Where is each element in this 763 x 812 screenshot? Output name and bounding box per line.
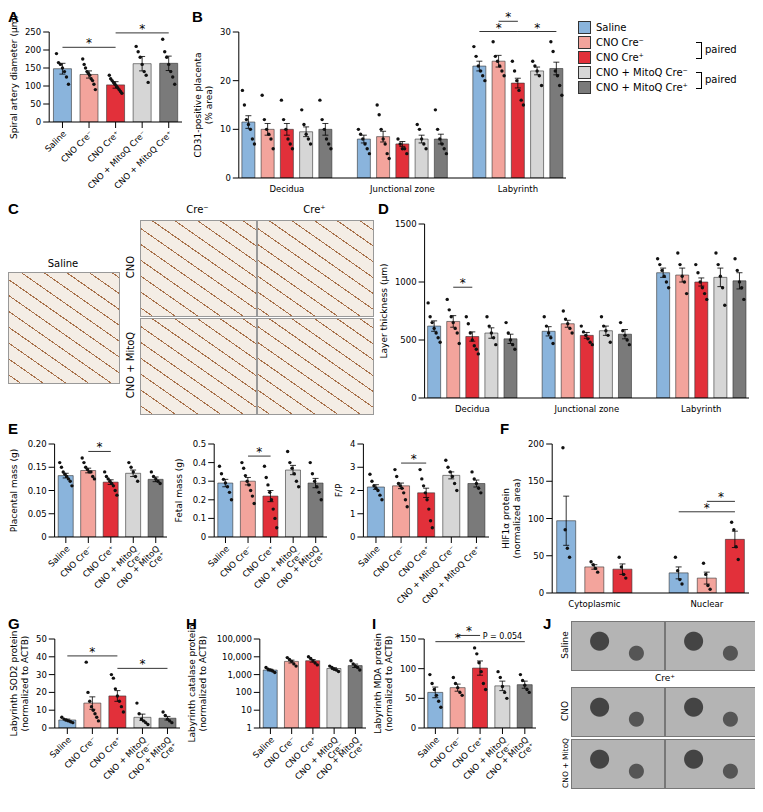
svg-text:CNO + MitoQCre⁺: CNO + MitoQCre⁺ [314, 734, 367, 787]
svg-text:*: * [704, 501, 710, 515]
svg-text:*: * [139, 22, 145, 36]
svg-text:0: 0 [411, 723, 416, 733]
svg-text:10: 10 [36, 705, 47, 715]
svg-text:1500: 1500 [395, 219, 417, 229]
svg-text:150: 150 [25, 63, 41, 73]
svg-text:*: * [466, 624, 472, 638]
svg-text:Fetal mass (g): Fetal mass (g) [174, 459, 184, 523]
svg-text:CD31-positive placenta(% area): CD31-positive placenta(% area) [193, 52, 214, 157]
svg-text:1: 1 [246, 723, 251, 733]
svg-text:0.3: 0.3 [193, 476, 207, 486]
svg-text:*: * [534, 21, 540, 35]
svg-text:*: * [89, 645, 95, 659]
svg-text:0: 0 [41, 723, 46, 733]
svg-text:0.4: 0.4 [193, 458, 207, 468]
svg-text:20: 20 [220, 76, 231, 86]
svg-text:40: 40 [36, 652, 47, 662]
svg-text:*: * [256, 445, 262, 459]
svg-text:0: 0 [539, 588, 544, 598]
svg-text:250: 250 [25, 27, 41, 37]
svg-text:0.2: 0.2 [193, 495, 207, 505]
svg-text:0.1: 0.1 [193, 513, 207, 523]
svg-text:0: 0 [41, 532, 46, 542]
svg-text:*: * [139, 657, 145, 671]
svg-text:0: 0 [350, 532, 355, 542]
svg-text:50: 50 [30, 99, 41, 109]
svg-text:CNO + MitoQ Cre⁺: CNO + MitoQ Cre⁺ [112, 129, 174, 191]
svg-text:10: 10 [220, 124, 231, 134]
svg-text:*: * [505, 10, 511, 24]
svg-text:50: 50 [533, 551, 544, 561]
svg-text:Junctional zone: Junctional zone [369, 184, 435, 194]
svg-text:Labyrinth MDA protein(normaliz: Labyrinth MDA protein(normalized to ACTB… [373, 633, 394, 734]
svg-text:30: 30 [36, 670, 47, 680]
svg-text:HIF1α protein(normalized area): HIF1α protein(normalized area) [501, 479, 522, 559]
svg-text:Placental mass (g): Placental mass (g) [9, 449, 19, 532]
svg-text:100: 100 [236, 687, 252, 697]
svg-text:1000: 1000 [395, 277, 417, 287]
svg-text:0: 0 [36, 117, 41, 127]
svg-text:30: 30 [220, 27, 231, 37]
svg-text:150: 150 [528, 476, 544, 486]
svg-text:CNO + MitoQCre⁺: CNO + MitoQCre⁺ [484, 734, 537, 787]
svg-text:F/P: F/P [334, 483, 344, 497]
svg-text:200: 200 [25, 45, 41, 55]
svg-text:0.05: 0.05 [28, 509, 47, 519]
svg-text:Nuclear: Nuclear [690, 599, 723, 609]
svg-text:*: * [411, 452, 417, 466]
svg-text:P = 0.054: P = 0.054 [483, 632, 523, 641]
svg-text:50: 50 [36, 634, 47, 644]
svg-text:Spiral artery diameter (µm): Spiral artery diameter (µm) [9, 15, 19, 139]
svg-text:0: 0 [225, 173, 230, 183]
svg-text:0.15: 0.15 [28, 462, 47, 472]
svg-text:Decidua: Decidua [455, 404, 490, 414]
svg-text:100,000: 100,000 [217, 634, 252, 644]
svg-text:Junctional zone: Junctional zone [553, 404, 619, 414]
svg-text:0: 0 [201, 532, 206, 542]
svg-text:CNO + MitoQCre⁺: CNO + MitoQCre⁺ [114, 543, 167, 596]
svg-text:Labyrinth: Labyrinth [498, 184, 538, 194]
svg-text:100: 100 [528, 514, 544, 524]
svg-text:4: 4 [350, 439, 355, 449]
svg-text:200: 200 [528, 439, 544, 449]
svg-text:0.20: 0.20 [28, 439, 47, 449]
svg-text:1: 1 [350, 509, 355, 519]
svg-text:Decidua: Decidua [270, 184, 305, 194]
svg-text:100: 100 [400, 664, 416, 674]
svg-text:Saline: Saline [43, 129, 68, 154]
svg-text:Layer thickness (µm): Layer thickness (µm) [379, 264, 389, 359]
svg-text:*: * [86, 36, 92, 50]
svg-text:Labyrinth SOD2 protein(normali: Labyrinth SOD2 protein(normalized to ACT… [9, 631, 30, 737]
svg-text:CNO + MitoQCre⁺: CNO + MitoQCre⁺ [274, 543, 327, 596]
svg-text:Cytoplasmic: Cytoplasmic [568, 599, 621, 609]
svg-text:*: * [455, 631, 461, 645]
svg-text:3: 3 [350, 462, 355, 472]
svg-text:10,000: 10,000 [222, 652, 252, 662]
svg-text:Labyrinth: Labyrinth [681, 404, 721, 414]
svg-text:150: 150 [400, 634, 416, 644]
svg-text:20: 20 [36, 687, 47, 697]
svg-text:*: * [496, 21, 502, 35]
svg-text:Labyrinth catalase protein(nor: Labyrinth catalase protein(normalized to… [187, 624, 208, 742]
svg-text:*: * [718, 490, 724, 504]
svg-text:*: * [97, 440, 103, 454]
svg-text:*: * [460, 276, 466, 290]
svg-text:100: 100 [25, 81, 41, 91]
svg-text:1,000: 1,000 [227, 670, 251, 680]
svg-text:500: 500 [400, 335, 416, 345]
svg-text:2: 2 [350, 486, 355, 496]
svg-text:CNO + MitoQ Cre⁺: CNO + MitoQ Cre⁺ [420, 544, 482, 606]
svg-text:50: 50 [405, 693, 416, 703]
svg-text:10: 10 [241, 705, 252, 715]
svg-text:0.5: 0.5 [193, 439, 207, 449]
svg-text:0: 0 [411, 393, 416, 403]
svg-text:0.10: 0.10 [28, 486, 47, 496]
svg-text:CNO + MitoQCre⁺: CNO + MitoQCre⁺ [126, 734, 179, 787]
